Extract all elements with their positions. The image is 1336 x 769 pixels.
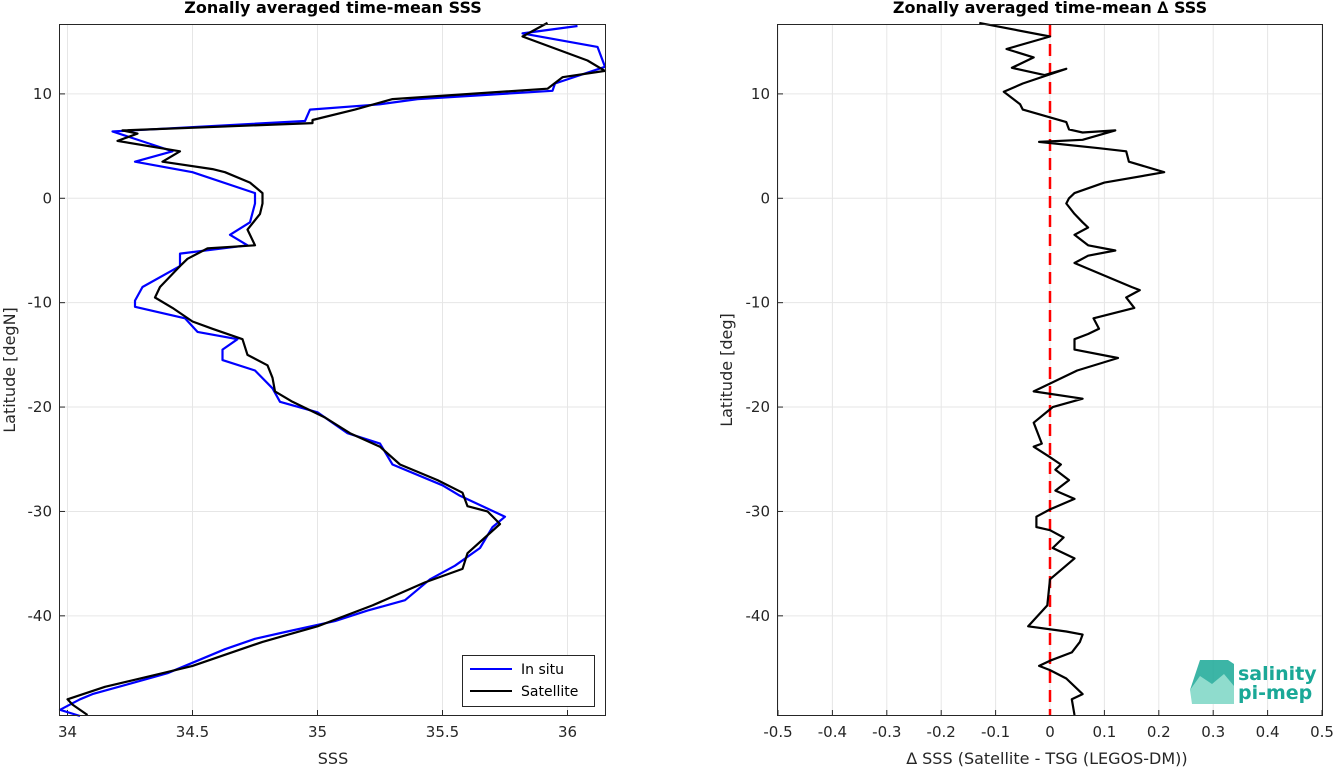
logo-wave-highlight-icon [1190, 674, 1234, 704]
left-y-tick-label: -20 [28, 398, 53, 416]
right-x-tick-label: -0.1 [981, 723, 1010, 741]
salinity-pi-mep-logo: salinity pi-mep [1190, 660, 1317, 704]
left-series [58, 21, 607, 718]
right-x-tick-label: 0 [1045, 723, 1055, 741]
left-y-tick-label: 10 [33, 85, 52, 103]
legend: In situ Satellite [462, 655, 595, 707]
right-x-tick-label: -0.3 [872, 723, 901, 741]
left-x-tick-label: 34 [58, 723, 77, 741]
left-axes-frame [59, 24, 606, 716]
legend-satellite-label: Satellite [521, 684, 578, 700]
right-y-tick-label: -30 [746, 502, 771, 520]
right-x-tick-label: 0.4 [1256, 723, 1280, 741]
right-y-tick-label: -40 [746, 607, 771, 625]
left-y-tick-label: -30 [28, 502, 53, 520]
left-y-axis-label: Latitude [degN] [0, 307, 19, 433]
right-x-tick-label: -0.2 [927, 723, 956, 741]
right-tick-labels: -0.5 -0.4 -0.3 -0.2 -0.1 0 0.1 0.2 0.3 0.4 0.5 -40 -… [746, 85, 1334, 741]
left-in-situ-series-line [58, 24, 607, 718]
legend-insitu-label: In situ [521, 662, 564, 678]
left-y-tick-label: 0 [42, 189, 52, 207]
right-x-tick-label: -0.5 [763, 723, 792, 741]
logo-line2: pi-mep [1238, 682, 1312, 704]
left-x-tick-label: 35.5 [426, 723, 459, 741]
right-delta-sss-series-line [979, 21, 1166, 716]
right-axes-frame [777, 24, 1323, 716]
right-y-tick-label: 0 [760, 189, 770, 207]
right-x-axis-label: ∆ SSS (Satellite - TSG (LEGOS-DM)) [905, 749, 1187, 768]
left-chart-title: Zonally averaged time-mean SSS [184, 0, 482, 17]
right-chart-title: Zonally averaged time-mean ∆ SSS [893, 0, 1207, 17]
right-x-tick-label: 0.3 [1201, 723, 1225, 741]
left-x-tick-label: 34.5 [176, 723, 209, 741]
right-panel: Zonally averaged time-mean ∆ SSS ∆ SSS (… [717, 0, 1334, 768]
right-x-tick-label: 0.1 [1092, 723, 1116, 741]
logo-line1: salinity [1238, 663, 1317, 685]
right-y-tick-label: 10 [751, 85, 770, 103]
left-y-tick-label: -10 [28, 294, 53, 312]
right-x-tick-label: 0.5 [1310, 723, 1334, 741]
left-tick-labels: 34 34.5 35 35.5 36 -40 -30 -20 -10 0 10 [28, 85, 578, 741]
right-series [979, 21, 1166, 716]
left-y-tick-label: -40 [28, 607, 53, 625]
right-x-tick-label: -0.4 [818, 723, 847, 741]
left-grid [60, 25, 605, 715]
left-x-tick-label: 35 [308, 723, 327, 741]
right-x-tick-label: 0.2 [1147, 723, 1171, 741]
left-x-axis-label: SSS [318, 749, 348, 768]
right-y-axis-label: Latitude [deg] [717, 313, 736, 427]
left-panel: Zonally averaged time-mean SSS SSS Latit… [0, 0, 607, 768]
right-y-tick-label: -10 [746, 294, 771, 312]
right-y-tick-label: -20 [746, 398, 771, 416]
legend-box [462, 655, 595, 707]
left-x-tick-label: 36 [558, 723, 577, 741]
left-satellite-series-line [66, 21, 607, 716]
